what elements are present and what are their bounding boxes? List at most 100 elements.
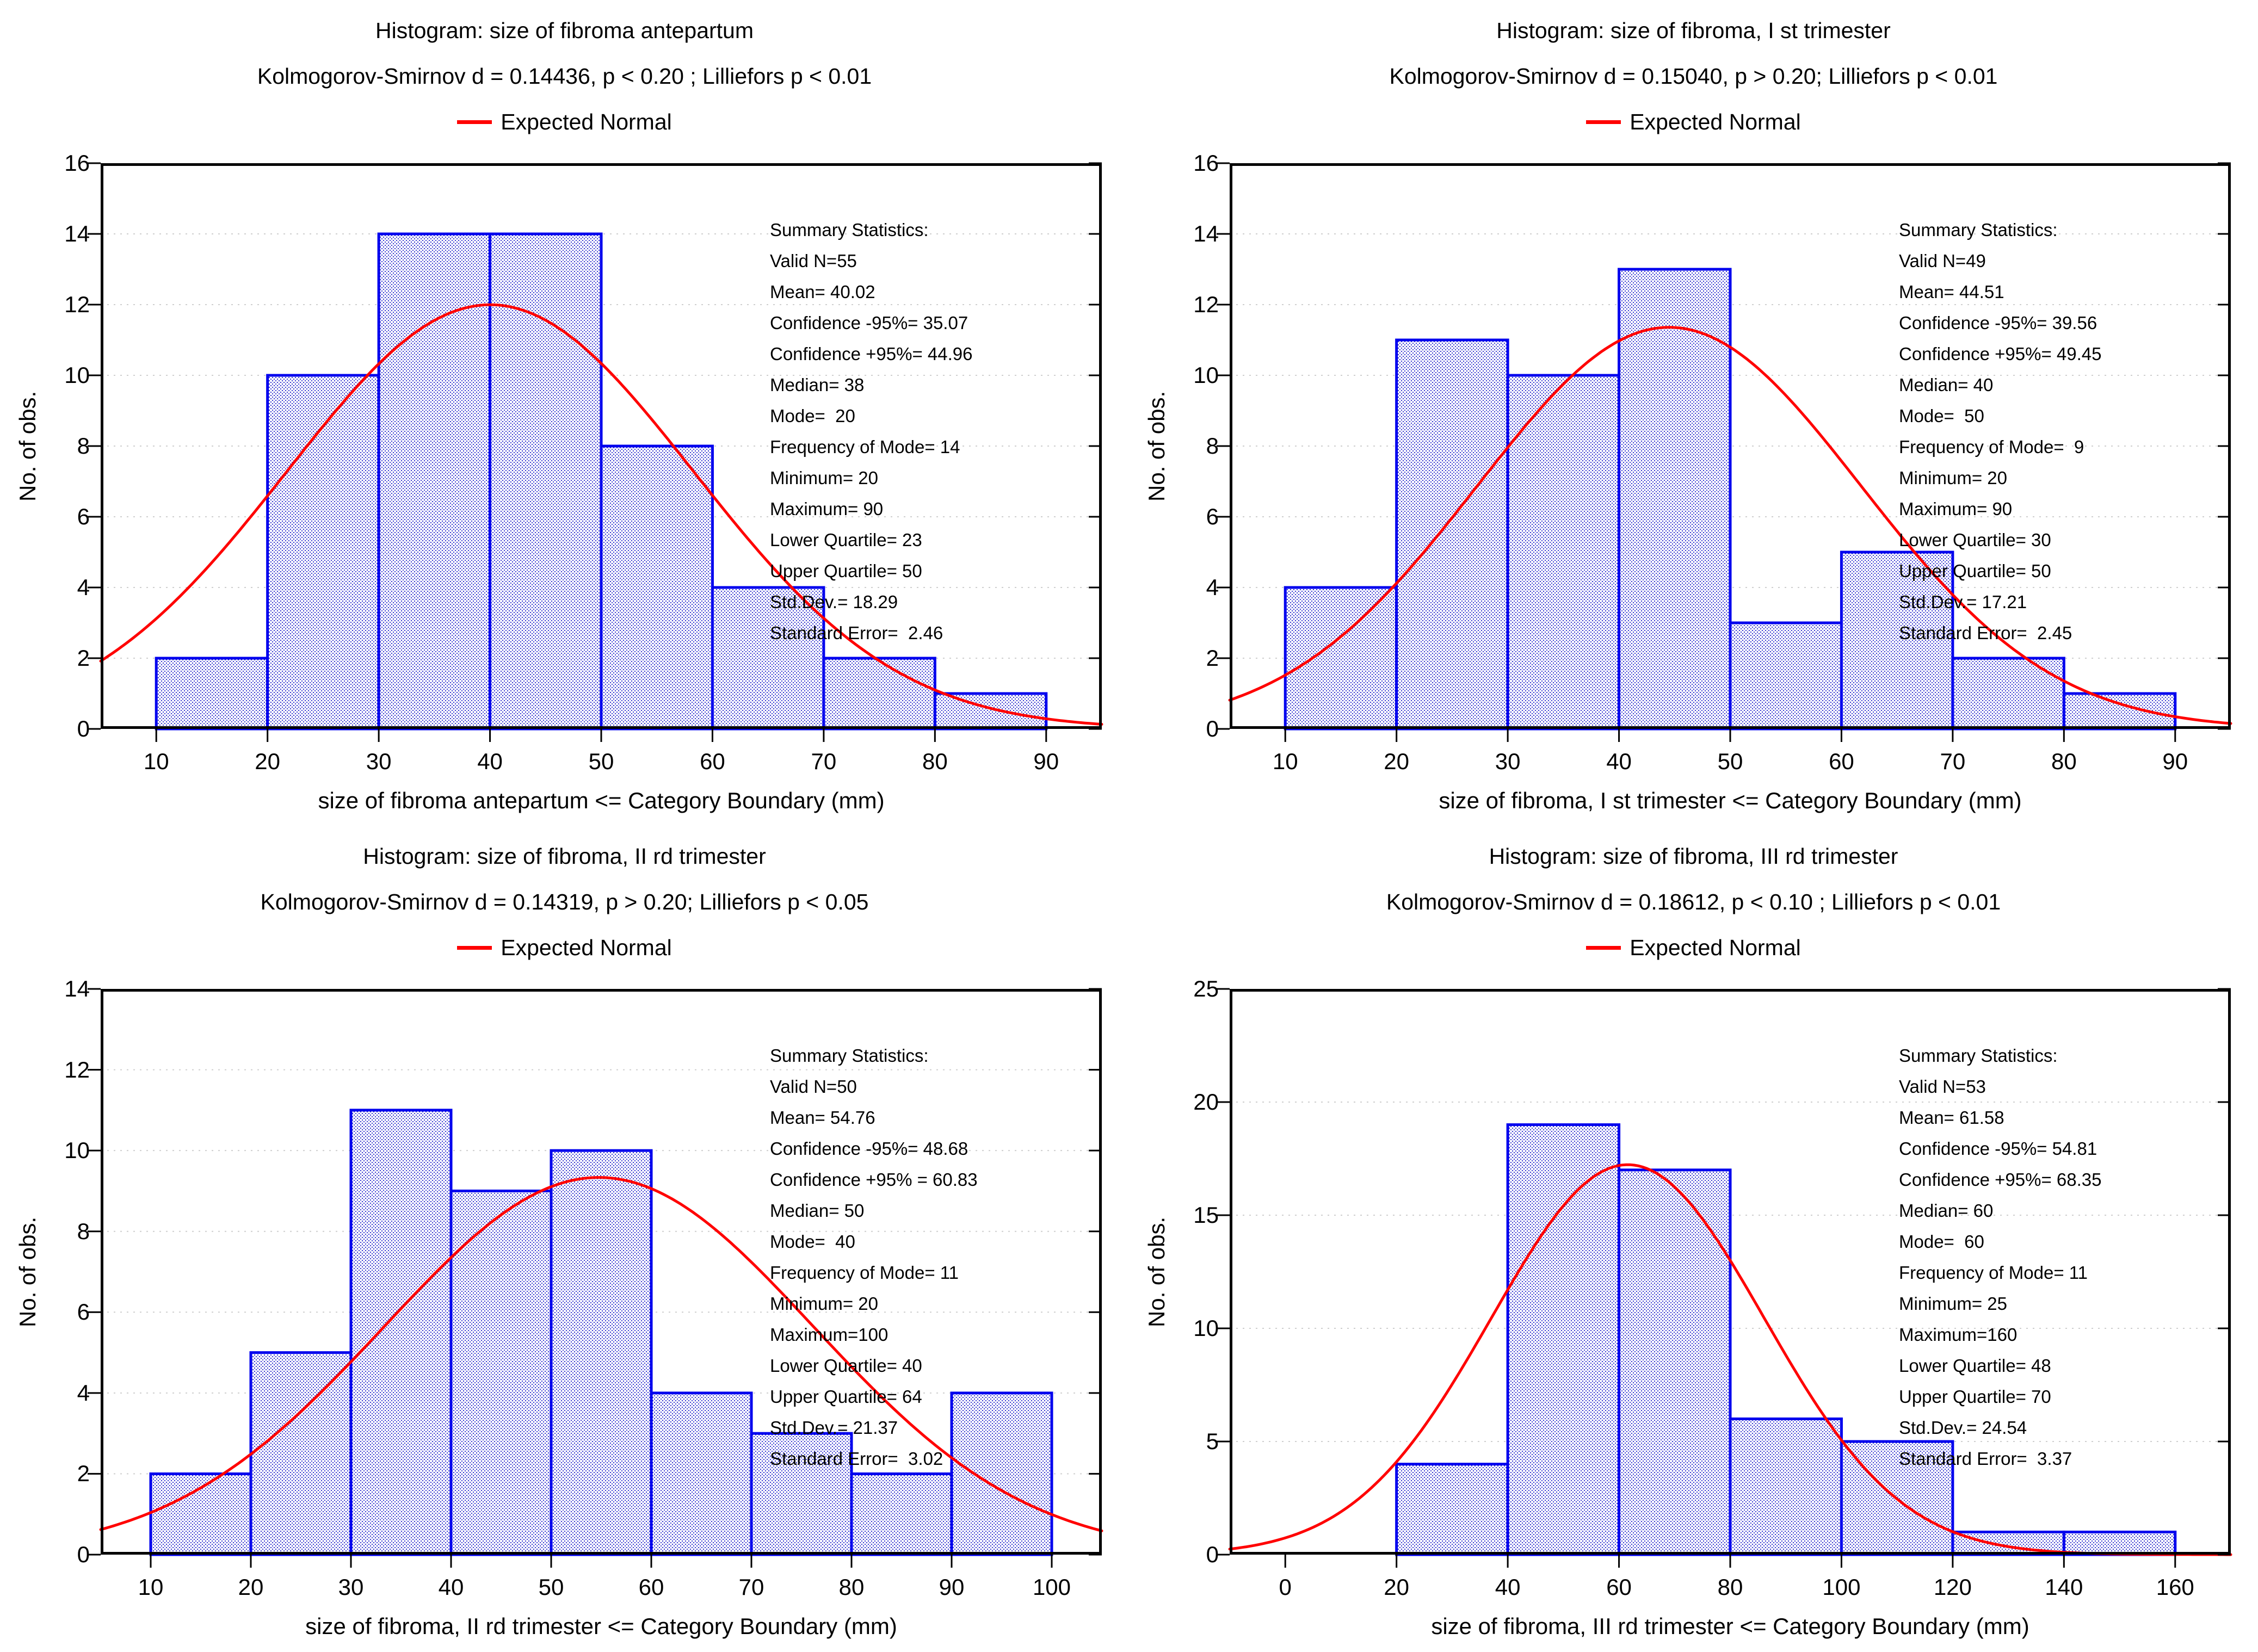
expected-normal-line-swatch [1586, 120, 1621, 124]
ks-test-line: Kolmogorov-Smirnov d = 0.18612, p < 0.10… [1386, 889, 2001, 914]
y-tick-label: 10 [1193, 362, 1219, 388]
ks-test-line: Kolmogorov-Smirnov d = 0.15040, p > 0.20… [1389, 64, 1998, 89]
x-tick-label: 20 [255, 748, 281, 774]
stat-line: Summary Statistics: [1899, 220, 2058, 240]
stat-line: Mode= 40 [770, 1232, 855, 1252]
x-tick-label: 40 [438, 1574, 464, 1600]
y-tick-label: 10 [64, 1137, 90, 1164]
x-tick-label: 20 [1384, 1574, 1410, 1600]
y-tick-label: 20 [1193, 1089, 1219, 1115]
summary-statistics: Summary Statistics: Valid N=49 Mean= 44.51… [1899, 214, 2101, 648]
expected-normal-line-swatch [1586, 945, 1621, 950]
legend: Expected Normal [1129, 108, 2258, 136]
x-tick-label: 80 [922, 748, 948, 774]
plot-area [1217, 988, 2232, 1568]
summary-statistics: Summary Statistics: Valid N=53 Mean= 61.58… [1899, 1040, 2101, 1474]
stat-line: Standard Error= 3.02 [770, 1449, 943, 1469]
stat-line: Median= 40 [1899, 375, 1994, 395]
stat-line: Valid N=53 [1899, 1076, 1986, 1097]
expected-normal-line-swatch [457, 120, 492, 124]
x-tick-label: 70 [1940, 748, 1966, 774]
stat-line: Mean= 40.02 [770, 282, 875, 302]
histogram-canvas [88, 988, 1103, 1568]
stat-line: Standard Error= 2.46 [770, 623, 943, 643]
x-tick-label: 20 [1384, 748, 1410, 774]
y-tick-label: 8 [77, 433, 90, 459]
stat-line: Summary Statistics: [1899, 1045, 2058, 1066]
legend-label: Expected Normal [1630, 935, 1801, 960]
stat-line: Minimum= 20 [1899, 468, 2007, 488]
stat-line: Summary Statistics: [770, 220, 929, 240]
y-tick-label: 0 [77, 1542, 90, 1567]
summary-statistics: Summary Statistics: Valid N=55 Mean= 40.02… [770, 214, 972, 648]
stat-line: Maximum= 90 [1899, 499, 2013, 519]
stat-line: Std.Dev.= 21.37 [770, 1418, 898, 1438]
stat-line: Median= 38 [770, 375, 865, 395]
x-axis-label: size of fibroma, II rd trimester <= Cate… [305, 1613, 897, 1639]
legend: Expected Normal [0, 108, 1129, 136]
stat-line: Upper Quartile= 50 [1899, 561, 2051, 581]
stat-line: Valid N=49 [1899, 251, 1986, 271]
y-tick-label: 4 [77, 574, 90, 600]
stat-line: Confidence -95%= 35.07 [770, 313, 968, 333]
stat-line: Confidence -95%= 54.81 [1899, 1139, 2097, 1159]
y-tick-label: 15 [1193, 1202, 1219, 1228]
x-axis-label: size of fibroma, I st trimester <= Categ… [1439, 788, 2022, 813]
ks-test-line: Kolmogorov-Smirnov d = 0.14319, p > 0.20… [260, 889, 869, 914]
histogram-canvas [1217, 988, 2232, 1568]
y-tick-label: 2 [77, 645, 90, 671]
stat-line: Frequency of Mode= 14 [770, 437, 960, 457]
plot-area [88, 162, 1103, 742]
stat-line: Summary Statistics: [770, 1045, 929, 1066]
stat-line: Valid N=50 [770, 1076, 857, 1097]
x-tick-label: 40 [1495, 1574, 1521, 1600]
x-tick-label: 50 [588, 748, 614, 774]
x-tick-label: 100 [1032, 1574, 1071, 1600]
stat-line: Upper Quartile= 70 [1899, 1387, 2051, 1407]
histogram-panel-second-trimester: Histogram: size of fibroma, II rd trimes… [0, 826, 1129, 1652]
stat-line: Confidence +95%= 68.35 [1899, 1170, 2102, 1190]
legend-label: Expected Normal [501, 935, 672, 960]
legend-label: Expected Normal [1630, 109, 1801, 134]
x-tick-label: 80 [1717, 1574, 1743, 1600]
stat-line: Confidence -95%= 48.68 [770, 1139, 968, 1159]
x-tick-label: 40 [1606, 748, 1632, 774]
x-tick-label: 10 [1272, 748, 1298, 774]
stat-line: Standard Error= 3.37 [1899, 1449, 2072, 1469]
stat-line: Maximum=160 [1899, 1325, 2018, 1345]
stat-line: Std.Dev.= 18.29 [770, 592, 898, 612]
y-tick-label: 8 [1206, 433, 1219, 459]
x-tick-label: 10 [138, 1574, 164, 1600]
stat-line: Minimum= 20 [770, 1294, 878, 1314]
x-tick-label: 80 [2051, 748, 2077, 774]
histogram-panel-third-trimester: Histogram: size of fibroma, III rd trime… [1129, 826, 2258, 1652]
y-tick-label: 14 [64, 976, 90, 1001]
stat-line: Confidence +95%= 44.96 [770, 344, 973, 364]
stat-line: Valid N=55 [770, 251, 857, 271]
stat-line: Lower Quartile= 48 [1899, 1356, 2051, 1376]
histogram-canvas [88, 162, 1103, 742]
x-tick-label: 120 [1933, 1574, 1972, 1600]
stat-line: Confidence -95%= 39.56 [1899, 313, 2097, 333]
stat-line: Upper Quartile= 50 [770, 561, 922, 581]
ks-test-line: Kolmogorov-Smirnov d = 0.14436, p < 0.20… [257, 64, 872, 89]
stat-line: Std.Dev.= 24.54 [1899, 1418, 2027, 1438]
y-tick-label: 12 [64, 1056, 90, 1082]
y-tick-label: 10 [1193, 1315, 1219, 1341]
y-tick-label: 4 [77, 1379, 90, 1406]
y-tick-label: 12 [64, 292, 90, 317]
y-tick-label: 8 [77, 1218, 90, 1244]
chart-title: Histogram: size of fibroma, III rd trime… [1489, 844, 1898, 869]
y-tick-label: 6 [77, 1299, 90, 1325]
stat-line: Confidence +95% = 60.83 [770, 1170, 978, 1190]
y-tick-label: 25 [1193, 976, 1219, 1001]
histogram-panel-first-trimester: Histogram: size of fibroma, I st trimest… [1129, 0, 2258, 826]
x-tick-label: 90 [939, 1574, 965, 1600]
stat-line: Maximum=100 [770, 1325, 889, 1345]
x-tick-label: 60 [638, 1574, 664, 1600]
y-tick-label: 0 [1206, 716, 1219, 741]
stat-line: Mode= 20 [770, 406, 855, 426]
y-axis-label: No. of obs. [1144, 1216, 1169, 1327]
x-tick-label: 100 [1822, 1574, 1861, 1600]
summary-statistics: Summary Statistics: Valid N=50 Mean= 54.76… [770, 1040, 978, 1474]
